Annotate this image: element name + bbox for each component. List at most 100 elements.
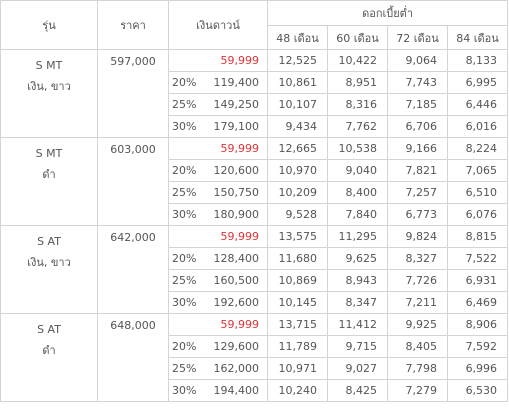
down-percent bbox=[168, 137, 203, 160]
installment-cell: 6,510 bbox=[447, 181, 509, 204]
table-row: S MT ดำ 603,000 59,999 12,665 10,538 9,166 8,22… bbox=[0, 137, 509, 226]
installment-cell: 10,422 bbox=[327, 49, 389, 72]
installment-cell: 6,076 bbox=[447, 203, 509, 226]
installment-cell: 8,347 bbox=[327, 291, 389, 314]
down-percent: 30% bbox=[168, 115, 203, 138]
model-name: S MT bbox=[35, 147, 63, 160]
installment-cell: 10,107 bbox=[267, 93, 329, 116]
installment-cell: 9,625 bbox=[327, 247, 389, 270]
down-percent: 30% bbox=[168, 291, 203, 314]
installment-cell: 10,209 bbox=[267, 181, 329, 204]
table-row: 30% 194,400 10,240 8,425 7,279 6,530 bbox=[1, 379, 509, 402]
model-color: เงิน, ขาว bbox=[27, 256, 71, 269]
installment-cell: 8,327 bbox=[387, 247, 449, 270]
model-cell: S AT ดำ bbox=[0, 313, 98, 402]
table-row: 30% 180,900 9,528 7,840 6,773 6,076 bbox=[1, 203, 509, 226]
down-percent: 25% bbox=[168, 357, 203, 380]
model-name: S AT bbox=[37, 235, 61, 248]
installment-cell: 13,715 bbox=[267, 313, 329, 336]
installment-cell: 9,434 bbox=[267, 115, 329, 138]
installment-cell: 11,295 bbox=[327, 225, 389, 248]
down-payment: 192,600 bbox=[202, 291, 269, 314]
installment-cell: 10,971 bbox=[267, 357, 329, 380]
table-row: S AT ดำ 648,000 59,999 13,715 11,412 9,925 8,90… bbox=[0, 313, 509, 402]
installment-cell: 11,789 bbox=[267, 335, 329, 358]
model-color: เงิน, ขาว bbox=[27, 80, 71, 93]
installment-cell: 8,405 bbox=[387, 335, 449, 358]
price-cell: 642,000 bbox=[97, 225, 169, 314]
model-name: S AT bbox=[37, 323, 61, 336]
down-percent: 25% bbox=[168, 93, 203, 116]
promo-down-payment: 59,999 bbox=[202, 313, 269, 336]
installment-cell: 6,469 bbox=[447, 291, 509, 314]
installment-cell: 6,016 bbox=[447, 115, 509, 138]
down-percent bbox=[168, 225, 203, 248]
down-percent: 30% bbox=[168, 379, 203, 402]
installment-cell: 10,145 bbox=[267, 291, 329, 314]
installment-cell: 7,821 bbox=[387, 159, 449, 182]
down-percent: 30% bbox=[168, 203, 203, 226]
installment-cell: 7,211 bbox=[387, 291, 449, 314]
installment-cell: 8,224 bbox=[447, 137, 509, 160]
price-cell: 603,000 bbox=[97, 137, 169, 226]
promo-down-payment: 59,999 bbox=[202, 225, 269, 248]
installment-cell: 8,951 bbox=[327, 71, 389, 94]
down-percent bbox=[168, 313, 203, 336]
installment-cell: 8,815 bbox=[447, 225, 509, 248]
promo-down-payment: 59,999 bbox=[202, 49, 269, 72]
installment-cell: 6,931 bbox=[447, 269, 509, 292]
installment-cell: 6,995 bbox=[447, 71, 509, 94]
installment-cell: 6,773 bbox=[387, 203, 449, 226]
down-payment: 162,000 bbox=[202, 357, 269, 380]
model-cell: S MT เงิน, ขาว bbox=[0, 49, 98, 138]
table-row: 20% 120,600 10,970 9,040 7,821 7,065 bbox=[1, 159, 509, 182]
header-installment: ดอกเบี้ยต่ำ bbox=[267, 0, 509, 26]
down-percent: 25% bbox=[168, 269, 203, 292]
header-term-48: 48 เดือน bbox=[267, 25, 329, 50]
down-payment: 119,400 bbox=[202, 71, 269, 94]
model-name: S MT bbox=[35, 59, 63, 72]
installment-cell: 7,522 bbox=[447, 247, 509, 270]
down-payment: 150,750 bbox=[202, 181, 269, 204]
installment-cell: 7,279 bbox=[387, 379, 449, 402]
installment-cell: 9,166 bbox=[387, 137, 449, 160]
installment-cell: 9,064 bbox=[387, 49, 449, 72]
table-row: 30% 179,100 9,434 7,762 6,706 6,016 bbox=[1, 115, 509, 138]
installment-cell: 7,743 bbox=[387, 71, 449, 94]
header-down-payment: เงินดาวน์ bbox=[167, 0, 269, 50]
price-cell: 597,000 bbox=[97, 49, 169, 138]
installment-cell: 7,726 bbox=[387, 269, 449, 292]
model-color: ดำ bbox=[42, 168, 56, 181]
installment-cell: 9,715 bbox=[327, 335, 389, 358]
down-percent: 25% bbox=[168, 181, 203, 204]
promo-down-payment: 59,999 bbox=[202, 137, 269, 160]
installment-cell: 7,592 bbox=[447, 335, 509, 358]
model-cell: S AT เงิน, ขาว bbox=[0, 225, 98, 314]
installment-cell: 9,824 bbox=[387, 225, 449, 248]
installment-cell: 12,525 bbox=[267, 49, 329, 72]
installment-cell: 8,316 bbox=[327, 93, 389, 116]
header-term-72: 72 เดือน bbox=[387, 25, 449, 50]
down-payment: 179,100 bbox=[202, 115, 269, 138]
down-payment: 129,600 bbox=[202, 335, 269, 358]
down-payment: 149,250 bbox=[202, 93, 269, 116]
header-term-84: 84 เดือน bbox=[447, 25, 509, 50]
installment-cell: 8,906 bbox=[447, 313, 509, 336]
down-percent bbox=[168, 49, 203, 72]
down-percent: 20% bbox=[168, 247, 203, 270]
table-row: S AT เงิน, ขาว 642,000 59,999 13,575 11,295 9,… bbox=[0, 225, 509, 314]
installment-cell: 6,446 bbox=[447, 93, 509, 116]
model-cell: S MT ดำ bbox=[0, 137, 98, 226]
table-row: S MT เงิน, ขาว 597,000 59,999 12,525 10,422 9,… bbox=[0, 49, 509, 138]
installment-cell: 7,762 bbox=[327, 115, 389, 138]
table-body: S MT เงิน, ขาว 597,000 59,999 12,525 10,422 9,… bbox=[0, 49, 509, 402]
installment-cell: 10,240 bbox=[267, 379, 329, 402]
installment-cell: 13,575 bbox=[267, 225, 329, 248]
installment-cell: 7,185 bbox=[387, 93, 449, 116]
installment-cell: 10,970 bbox=[267, 159, 329, 182]
installment-cell: 9,528 bbox=[267, 203, 329, 226]
price-cell: 648,000 bbox=[97, 313, 169, 402]
installment-cell: 9,925 bbox=[387, 313, 449, 336]
down-payment: 160,500 bbox=[202, 269, 269, 292]
